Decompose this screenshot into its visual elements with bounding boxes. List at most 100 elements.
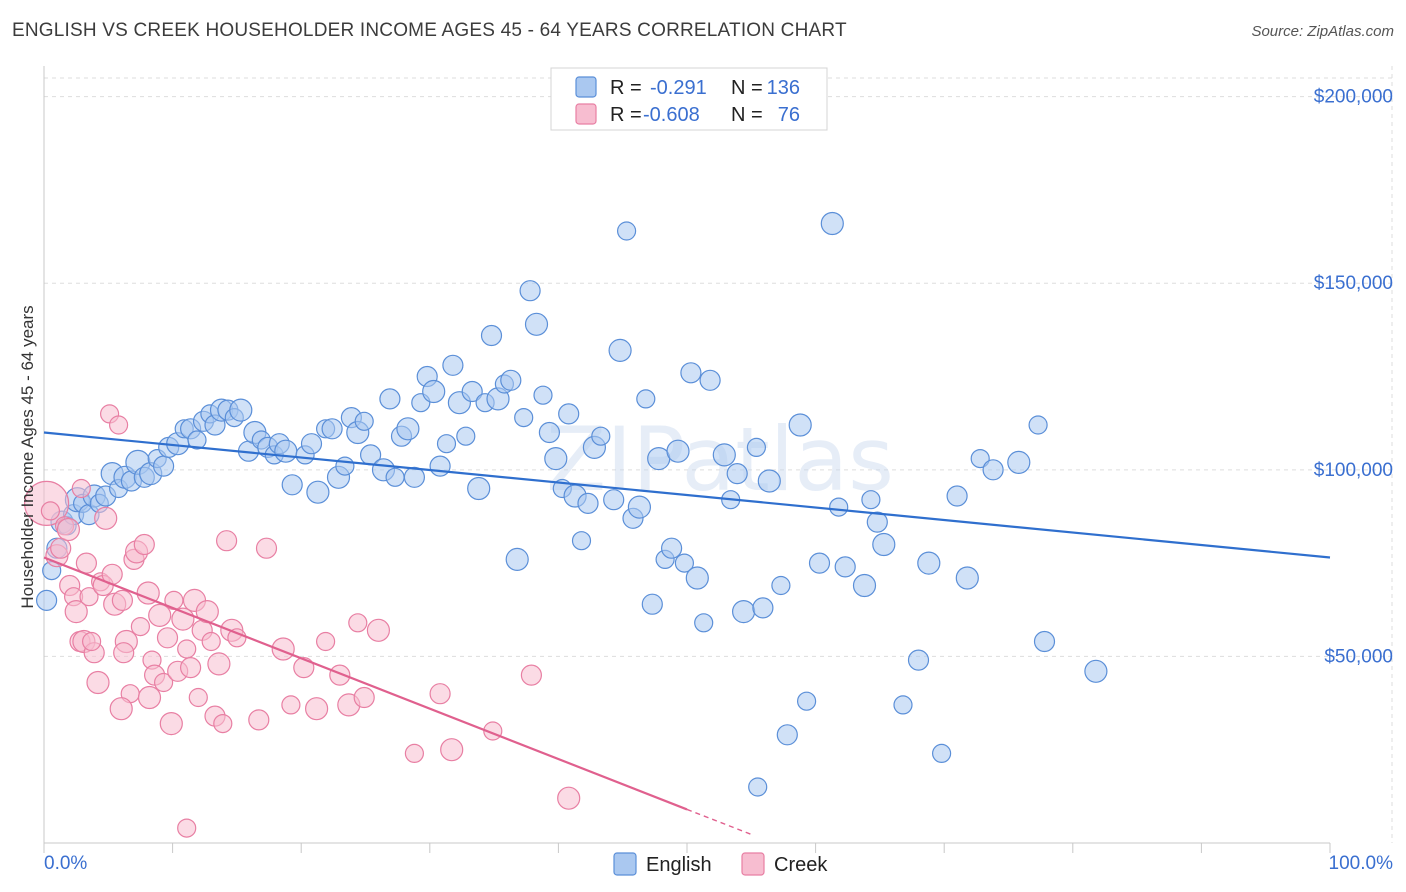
- chart-title: ENGLISH VS CREEK HOUSEHOLDER INCOME AGES…: [12, 20, 847, 41]
- legend-r-label-english: R =: [610, 77, 642, 99]
- english-point-132: [1033, 630, 1056, 653]
- english-point-99: [680, 362, 702, 384]
- legend-box: [550, 67, 828, 131]
- creek-point-66: [440, 738, 464, 762]
- english-point-120: [866, 511, 888, 533]
- creek-point-65: [429, 683, 451, 705]
- english-point-40: [281, 474, 303, 496]
- english-point-125: [931, 743, 952, 764]
- creek-point-1: [40, 501, 61, 521]
- english-point-47: [335, 456, 355, 476]
- creek-point-34: [154, 672, 174, 693]
- creek-point-71: [113, 642, 135, 664]
- english-point-128: [970, 449, 990, 469]
- y-tick-label-2: $150,000: [1314, 273, 1393, 294]
- english-point-124: [917, 551, 941, 575]
- creek-point-43: [188, 687, 208, 708]
- legend-swatch-english: [575, 76, 597, 98]
- english-point-75: [519, 280, 541, 302]
- trend-lines: [43, 431, 1331, 836]
- english-point-81: [558, 403, 580, 425]
- axes: $50,000 $100,000 $150,000 $200,000 0.0% 100.0…: [43, 66, 1394, 874]
- grid-lines: [44, 66, 1393, 843]
- english-point-108: [752, 597, 774, 619]
- creek-point-3: [50, 537, 72, 559]
- english-point-98: [674, 553, 695, 573]
- english-point-84: [577, 492, 599, 514]
- english-point-127: [955, 566, 979, 590]
- english-point-115: [820, 211, 844, 236]
- legend-n-value-english: 136: [767, 77, 800, 99]
- english-point-78: [538, 421, 561, 444]
- english-point-97: [666, 439, 690, 463]
- creek-point-58: [316, 631, 336, 652]
- creek-point-40: [177, 639, 197, 659]
- english-point-133: [1084, 659, 1108, 683]
- english-point-96: [660, 537, 683, 559]
- english-point-131: [1028, 415, 1048, 435]
- english-point-101: [694, 613, 714, 633]
- creek-point-61: [348, 613, 368, 633]
- creek-point-75: [109, 697, 133, 721]
- english-point-67: [467, 476, 491, 501]
- data-points: [23, 211, 1108, 838]
- english-point-103: [712, 443, 736, 467]
- english-point-39: [274, 439, 298, 463]
- english-point-60: [422, 379, 446, 404]
- english-point-122: [893, 695, 913, 715]
- english-point-117: [834, 556, 856, 578]
- creek-point-36: [159, 711, 183, 736]
- english-point-86: [591, 426, 611, 446]
- creek-point-53: [255, 537, 278, 559]
- english-point-114: [808, 552, 831, 574]
- english-point-0: [35, 589, 58, 612]
- creek-point-46: [201, 631, 221, 652]
- legend-r-label-creek: R =: [610, 104, 642, 126]
- english-point-43: [306, 480, 330, 504]
- english-point-56: [396, 417, 420, 441]
- creek-point-64: [404, 743, 424, 764]
- english-point-45: [321, 418, 343, 440]
- english-point-20: [153, 455, 175, 477]
- y-axis-label: Householder Income Ages 45 - 64 years: [18, 305, 37, 608]
- english-point-57: [403, 466, 425, 488]
- english-point-105: [726, 463, 748, 485]
- english-point-102: [699, 369, 721, 391]
- y-tick-label-3: $200,000: [1314, 87, 1393, 108]
- creek-point-52: [227, 628, 247, 648]
- creek-trend-line-extension: [686, 808, 752, 836]
- bottom-legend-swatch-creek: [741, 852, 765, 876]
- english-point-110: [771, 575, 791, 596]
- english-point-65: [456, 426, 476, 446]
- legend-r-value-english: -0.291: [650, 77, 707, 99]
- english-point-76: [524, 312, 549, 336]
- english-point-79: [544, 447, 568, 471]
- english-point-42: [300, 433, 323, 455]
- english-point-94: [647, 447, 671, 471]
- creek-point-48: [207, 652, 231, 676]
- english-point-74: [514, 408, 534, 428]
- creek-point-10: [71, 478, 91, 499]
- creek-trend-line: [43, 556, 688, 811]
- english-point-66: [461, 380, 483, 403]
- english-point-83: [571, 531, 592, 551]
- bottom-legend-swatch-english: [613, 852, 637, 876]
- x-tick-label-0: 0.0%: [44, 853, 87, 874]
- english-point-32: [229, 398, 253, 422]
- creek-point-22: [108, 415, 129, 435]
- legend-n-label-creek: N =: [731, 104, 763, 126]
- english-trend-line: [43, 431, 1331, 559]
- creek-point-41: [180, 656, 202, 679]
- english-point-89: [616, 221, 637, 241]
- y-tick-label-0: $50,000: [1324, 646, 1393, 667]
- english-point-62: [436, 434, 457, 454]
- english-point-77: [533, 385, 553, 405]
- legend-r-value-creek: -0.608: [643, 104, 700, 126]
- english-point-112: [788, 413, 812, 437]
- creek-point-68: [520, 664, 543, 686]
- english-point-116: [829, 497, 849, 517]
- x-tick-label-1: 100.0%: [1329, 853, 1394, 874]
- english-point-100: [685, 566, 709, 590]
- english-point-88: [608, 338, 632, 362]
